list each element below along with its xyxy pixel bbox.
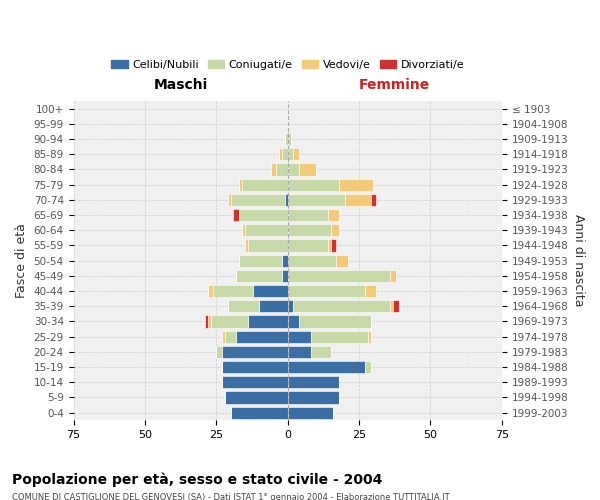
Bar: [299, 164, 316, 175]
Bar: [230, 406, 287, 419]
Bar: [228, 194, 230, 206]
Bar: [248, 240, 287, 252]
Bar: [236, 270, 282, 282]
Bar: [236, 330, 287, 342]
Bar: [293, 148, 299, 160]
Bar: [279, 148, 282, 160]
Bar: [311, 346, 331, 358]
Bar: [233, 209, 239, 221]
Bar: [205, 316, 208, 328]
Bar: [222, 330, 225, 342]
Bar: [287, 194, 345, 206]
Text: Popolazione per età, sesso e stato civile - 2004: Popolazione per età, sesso e stato civil…: [12, 472, 382, 487]
Bar: [287, 224, 331, 236]
Bar: [228, 300, 259, 312]
Bar: [287, 346, 311, 358]
Bar: [208, 285, 214, 297]
Bar: [394, 300, 399, 312]
Bar: [287, 240, 328, 252]
Bar: [287, 300, 293, 312]
Bar: [311, 330, 368, 342]
Bar: [276, 164, 287, 175]
Bar: [217, 346, 222, 358]
Bar: [339, 178, 373, 190]
Bar: [287, 406, 334, 419]
Bar: [287, 133, 290, 145]
Bar: [365, 285, 376, 297]
Bar: [293, 300, 391, 312]
Bar: [365, 361, 371, 373]
Bar: [245, 224, 287, 236]
Bar: [287, 164, 299, 175]
Bar: [282, 270, 287, 282]
Bar: [287, 178, 339, 190]
Bar: [287, 316, 299, 328]
Bar: [287, 270, 391, 282]
Bar: [391, 270, 396, 282]
Bar: [239, 209, 287, 221]
Bar: [331, 240, 336, 252]
Bar: [230, 194, 285, 206]
Bar: [331, 224, 339, 236]
Text: COMUNE DI CASTIGLIONE DEL GENOVESI (SA) - Dati ISTAT 1° gennaio 2004 - Elaborazi: COMUNE DI CASTIGLIONE DEL GENOVESI (SA) …: [12, 492, 449, 500]
Bar: [271, 164, 276, 175]
Bar: [245, 240, 248, 252]
Bar: [282, 254, 287, 266]
Bar: [391, 300, 394, 312]
Bar: [225, 330, 236, 342]
Bar: [328, 209, 339, 221]
Bar: [259, 300, 287, 312]
Bar: [368, 330, 371, 342]
Bar: [287, 392, 339, 404]
Bar: [287, 376, 339, 388]
Bar: [285, 133, 287, 145]
Bar: [253, 285, 287, 297]
Text: Maschi: Maschi: [154, 78, 208, 92]
Bar: [214, 285, 253, 297]
Y-axis label: Anni di nascita: Anni di nascita: [572, 214, 585, 307]
Bar: [287, 361, 365, 373]
Bar: [328, 240, 331, 252]
Bar: [336, 254, 347, 266]
Bar: [211, 316, 248, 328]
Bar: [239, 254, 282, 266]
Bar: [225, 392, 287, 404]
Bar: [208, 316, 211, 328]
Bar: [242, 178, 287, 190]
Y-axis label: Fasce di età: Fasce di età: [15, 223, 28, 298]
Bar: [371, 194, 376, 206]
Bar: [287, 254, 336, 266]
Bar: [242, 224, 245, 236]
Legend: Celibi/Nubili, Coniugati/e, Vedovi/e, Divorziati/e: Celibi/Nubili, Coniugati/e, Vedovi/e, Di…: [107, 56, 469, 74]
Bar: [222, 346, 287, 358]
Bar: [287, 285, 365, 297]
Bar: [299, 316, 371, 328]
Bar: [222, 376, 287, 388]
Bar: [345, 194, 371, 206]
Bar: [285, 194, 287, 206]
Bar: [287, 330, 311, 342]
Bar: [287, 209, 328, 221]
Text: Femmine: Femmine: [359, 78, 430, 92]
Bar: [239, 178, 242, 190]
Bar: [287, 148, 293, 160]
Bar: [222, 361, 287, 373]
Bar: [248, 316, 287, 328]
Bar: [282, 148, 287, 160]
